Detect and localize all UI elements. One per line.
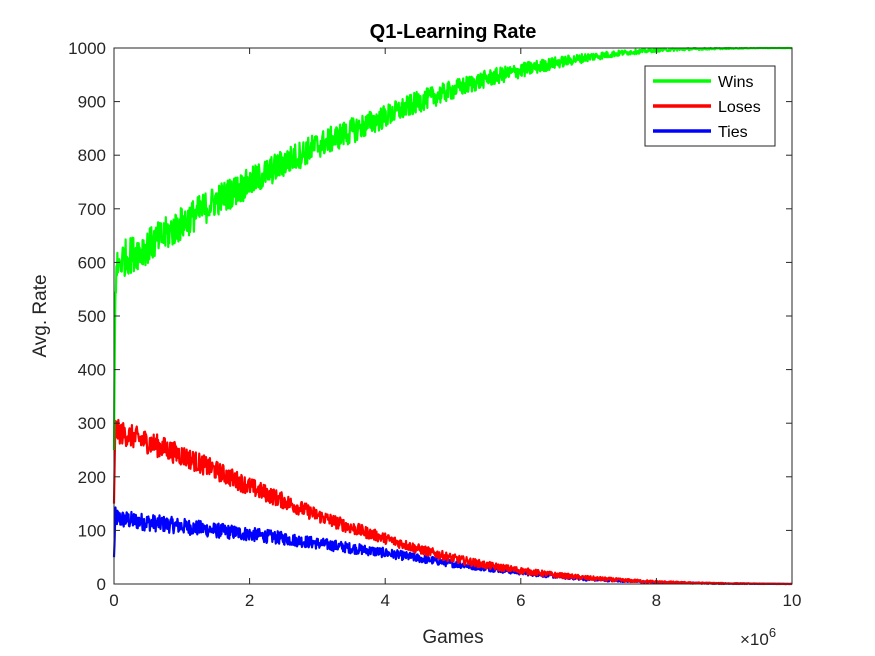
y-axis-label: Avg. Rate <box>30 274 51 357</box>
legend-label-loses: Loses <box>718 99 761 116</box>
y-tick-label: 300 <box>78 414 106 433</box>
y-tick-label: 900 <box>78 93 106 112</box>
y-tick-label: 500 <box>78 307 106 326</box>
legend-label-wins: Wins <box>718 74 754 91</box>
y-tick-label: 200 <box>78 468 106 487</box>
y-tick-label: 1000 <box>68 39 106 58</box>
x-axis-exponent-label: ×106 <box>740 625 776 649</box>
legend-items: Wins Loses Ties <box>653 74 761 141</box>
x-tick-label: 4 <box>380 591 389 610</box>
series-line-loses <box>112 418 793 586</box>
y-tick-label: 600 <box>78 253 106 272</box>
x-axis-exponent-power: 6 <box>769 625 776 640</box>
legend: Wins Loses Ties <box>644 65 776 147</box>
x-tick-label: 6 <box>516 591 525 610</box>
y-tick-label: 0 <box>97 575 106 594</box>
x-tick-label: 10 <box>783 591 802 610</box>
x-tick-label: 2 <box>245 591 254 610</box>
y-tick-label: 800 <box>78 146 106 165</box>
x-axis-exponent-base: ×10 <box>740 630 769 649</box>
x-tick-label: 0 <box>109 591 118 610</box>
legend-label-ties: Ties <box>718 124 748 141</box>
x-axis-label: Games <box>422 627 483 648</box>
x-tick-label: 8 <box>652 591 661 610</box>
chart-title: Q1-Learning Rate <box>370 21 537 43</box>
y-tick-label: 400 <box>78 361 106 380</box>
series-layer <box>112 46 793 586</box>
y-tick-label: 700 <box>78 200 106 219</box>
series-line-wins <box>112 46 793 451</box>
y-tick-label: 100 <box>78 521 106 540</box>
